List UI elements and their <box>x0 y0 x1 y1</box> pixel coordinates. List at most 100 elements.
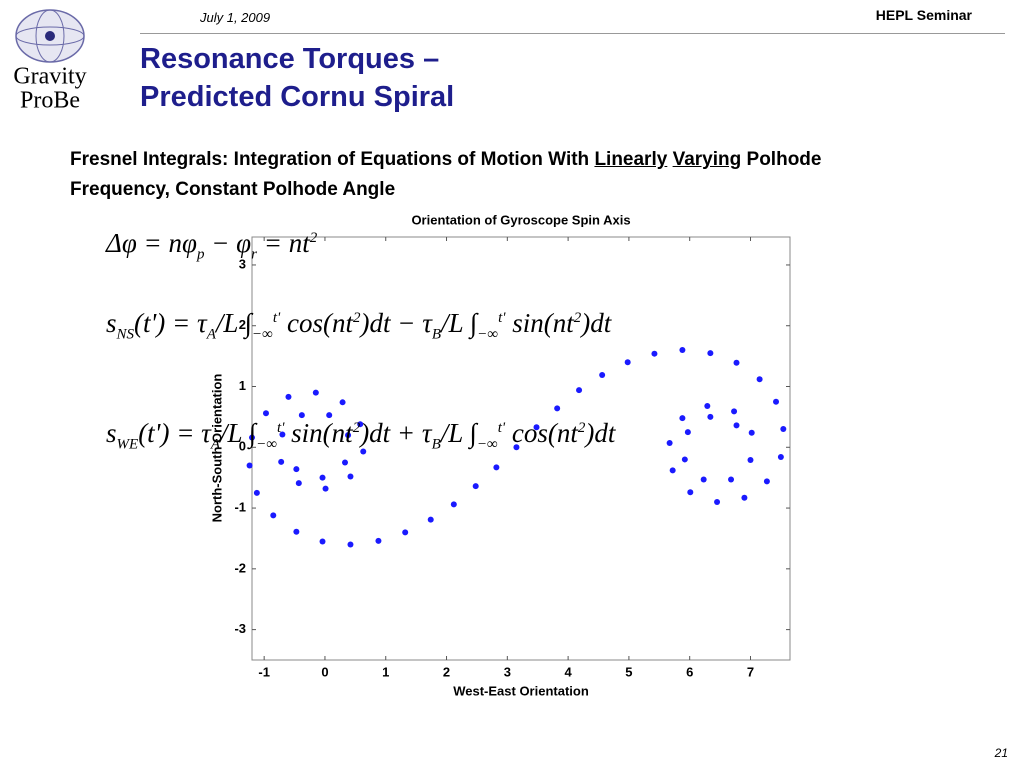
equation-part: A <box>210 436 221 453</box>
point <box>748 429 755 436</box>
equation-part: /L ∫ <box>220 418 257 448</box>
point <box>669 467 676 474</box>
equation-part: t' <box>272 310 281 326</box>
x-axis-label: West-East Orientation <box>453 683 589 698</box>
equation-part: 2 <box>309 230 318 246</box>
equation: Δφ = nφp − φr = nt2 <box>106 228 317 263</box>
equation-part: −∞ <box>252 326 273 343</box>
point <box>312 389 319 396</box>
equation-part: (t') = τ <box>138 418 211 448</box>
point <box>347 473 354 480</box>
equation-part: −∞ <box>476 436 498 453</box>
point <box>322 485 329 492</box>
point <box>342 459 349 466</box>
equation-part: p <box>196 246 205 263</box>
point <box>707 350 714 357</box>
equation-part: /L ∫ <box>441 308 478 338</box>
date: July 1, 2009 <box>200 10 271 25</box>
equation-part: t' <box>277 420 285 436</box>
point <box>733 422 740 429</box>
x-tick-label: 6 <box>686 664 693 679</box>
y-axis-label: North-South Orientation <box>209 374 224 523</box>
point <box>285 393 292 400</box>
equation-part: r <box>251 246 257 263</box>
equation-part: /L ∫ <box>215 308 253 338</box>
equation-part: B <box>431 326 442 343</box>
point <box>624 359 631 366</box>
equation-part: cos(nt <box>280 308 353 338</box>
underlined-text: Varying <box>672 149 742 170</box>
subtitle: Fresnel Integrals: Integration of Equati… <box>70 145 890 205</box>
equation-part: WE <box>116 436 139 453</box>
title-line: Predicted Cornu Spiral <box>140 81 455 113</box>
point <box>279 431 286 438</box>
equation-part: 2 <box>573 310 582 326</box>
equation-part: = nt <box>256 228 310 258</box>
point <box>450 501 457 508</box>
equation-part: (t') = τ <box>134 308 207 338</box>
point <box>714 498 721 505</box>
point <box>262 410 269 417</box>
equation-part: −∞ <box>256 436 278 453</box>
equation-part: )dt − τ <box>360 308 432 338</box>
event-name: HEPL Seminar <box>875 7 972 23</box>
x-tick-label: 3 <box>504 664 511 679</box>
equation-part: 2 <box>577 420 586 436</box>
underlined-text: Linearly <box>594 149 668 170</box>
point <box>684 429 691 436</box>
point <box>326 412 333 419</box>
point <box>360 448 367 455</box>
point <box>513 444 520 451</box>
equation: sNS(t') = τA/L ∫−∞t' cos(nt2)dt − τB/L ∫… <box>106 308 611 343</box>
point <box>679 415 686 422</box>
point <box>253 489 260 496</box>
equation-part: )dt + τ <box>360 418 432 448</box>
point <box>747 457 754 464</box>
point <box>700 476 707 483</box>
point <box>375 537 382 544</box>
point <box>576 387 583 394</box>
point <box>733 359 740 366</box>
text: Fresnel Integrals: Integration of Equati… <box>70 149 595 170</box>
equation-part: A <box>206 326 216 343</box>
equation-part: )dt <box>585 418 616 448</box>
point <box>763 478 770 485</box>
y-tick-label: 3 <box>239 256 246 271</box>
plot-frame <box>251 236 791 661</box>
point <box>345 432 352 439</box>
point <box>687 489 694 496</box>
point <box>666 440 673 447</box>
equation-part: )dt <box>581 308 612 338</box>
point <box>681 456 688 463</box>
x-tick-label: 5 <box>625 664 632 679</box>
point <box>651 350 658 357</box>
equation-part: 2 <box>352 420 361 436</box>
equation-part: s <box>106 308 117 338</box>
point <box>777 454 784 461</box>
equation-part: /L ∫ <box>440 418 477 448</box>
y-tick-label: -1 <box>234 499 246 514</box>
point <box>402 529 409 536</box>
point <box>249 434 255 441</box>
point <box>295 480 302 487</box>
point <box>731 408 738 415</box>
equation-part: B <box>431 436 441 453</box>
point <box>347 541 354 548</box>
equation-part: 2 <box>353 310 361 326</box>
logo: Gravity ProBe <box>13 9 87 114</box>
equation-part: s <box>106 418 117 448</box>
y-tick-label: 0 <box>239 439 246 454</box>
point <box>704 402 711 409</box>
title-line: Resonance Torques – <box>140 43 440 75</box>
logo-text: ProBe <box>20 88 80 114</box>
point <box>756 376 763 383</box>
point <box>493 464 500 471</box>
point <box>270 512 277 519</box>
point <box>741 494 748 501</box>
equation-part: cos(nt <box>505 418 578 448</box>
equation-part: Δφ = nφ <box>106 228 197 258</box>
point <box>599 371 606 378</box>
equation: sWE(t') = τA/L ∫−∞t' sin(nt2)dt + τB/L ∫… <box>106 418 615 453</box>
